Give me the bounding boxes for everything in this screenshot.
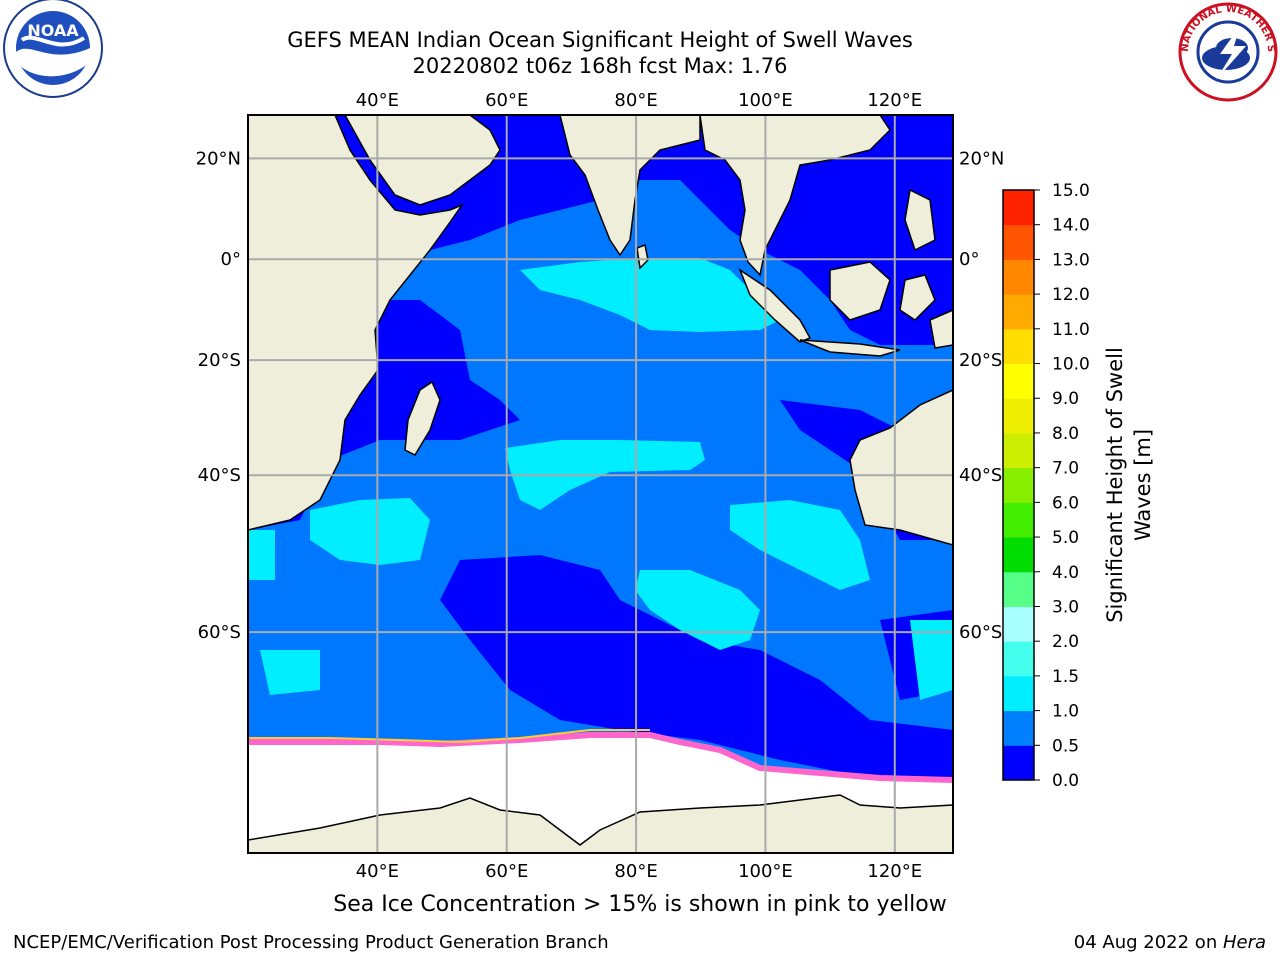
colorbar-tick-label: 10.0 <box>1052 355 1090 375</box>
colorbar-tick-label: 6.0 <box>1052 493 1079 513</box>
land-borneo <box>829 261 891 321</box>
map-title: GEFS MEAN Indian Ocean Significant Heigh… <box>287 28 913 52</box>
colorbar-tick-label: 8.0 <box>1052 424 1079 444</box>
lon-tick-label: 120°E <box>867 90 922 111</box>
land-new-guinea <box>929 309 953 349</box>
lat-tick-label: 40°S <box>959 465 1002 486</box>
colorbar-tick-label: 12.0 <box>1052 285 1090 305</box>
land-java <box>799 339 901 357</box>
colorbar-tick-label: 5.0 <box>1052 528 1079 548</box>
map-frame <box>247 114 954 854</box>
colorbar-segment <box>1003 259 1034 295</box>
nws-logo: NATIONAL WEATHER SERVICE <box>1176 2 1278 102</box>
land-arabia <box>344 115 501 206</box>
colorbar-tick-label: 15.0 <box>1052 181 1090 201</box>
lat-tick-label: 20°S <box>959 350 1002 371</box>
colorbar-tick-label: 3.0 <box>1052 597 1079 617</box>
map-area <box>248 115 953 853</box>
lat-tick-label: 60°S <box>959 622 1002 643</box>
land-philippines <box>904 188 936 252</box>
lat-tick-label: 60°S <box>198 622 241 643</box>
map-subtitle: 20220802 t06z 168h fcst Max: 1.76 <box>412 54 788 78</box>
colorbar-frame <box>1002 189 1035 781</box>
colorbar-segment <box>1003 467 1034 503</box>
colorbar-segment <box>1003 606 1034 642</box>
colorbar-tick-labels: 0.0 0.5 1.0 1.5 2.0 3.0 4.0 5.0 6.0 7.0 8.0 9.0 10.0… <box>1034 181 1090 791</box>
colorbar-tick-label: 1.5 <box>1052 667 1079 687</box>
colorbar-segment <box>1003 675 1034 712</box>
colorbar-tick-label: 13.0 <box>1052 250 1090 270</box>
swell-band-high <box>248 258 953 700</box>
land-sulawesi <box>899 274 936 321</box>
lat-tick-label: 20°N <box>196 148 241 169</box>
colorbar-label-line1: Significant Height of Swell <box>1103 347 1127 623</box>
lon-tick-label: 40°E <box>356 90 399 111</box>
lon-tick-labels-top: 40°E 60°E 80°E 100°E 120°E <box>356 90 922 111</box>
land-madagascar <box>404 380 441 456</box>
colorbar-tick-label: 11.0 <box>1052 320 1090 340</box>
sea-ice-edge <box>248 732 953 783</box>
colorbar-tick-label: 14.0 <box>1052 216 1090 236</box>
colorbar <box>1003 190 1034 781</box>
colorbar-segment <box>1003 328 1034 365</box>
lon-tick-labels-bottom: 40°E 60°E 80°E 100°E 120°E <box>356 861 922 882</box>
sea-ice-note: Sea Ice Concentration > 15% is shown in … <box>333 892 947 917</box>
colorbar-segment <box>1003 432 1034 469</box>
colorbar-segment <box>1003 710 1034 746</box>
footer-date: 04 Aug 2022 on Hera <box>1074 932 1266 953</box>
colorbar-segment <box>1003 537 1034 573</box>
colorbar-segment <box>1003 294 1034 330</box>
colorbar-tick-label: 9.0 <box>1052 389 1079 409</box>
colorbar-segment <box>1003 641 1034 677</box>
colorbar-tick-label: 0.0 <box>1052 771 1079 791</box>
land-masses <box>248 115 953 853</box>
colorbar-segment <box>1003 224 1034 260</box>
colorbar-tick-label: 7.0 <box>1052 459 1079 479</box>
lat-tick-label: 0° <box>959 249 979 270</box>
lon-tick-label: 80°E <box>614 861 657 882</box>
lon-tick-label: 40°E <box>356 861 399 882</box>
lat-tick-labels-right: 20°N 0° 20°S 40°S 60°S <box>959 148 1004 643</box>
colorbar-segment <box>1003 502 1034 538</box>
map-gridlines <box>248 115 953 853</box>
lon-tick-label: 80°E <box>614 90 657 111</box>
colorbar-tick-label: 0.5 <box>1052 736 1079 756</box>
lat-tick-label: 0° <box>221 249 241 270</box>
colorbar-segment <box>1003 398 1034 434</box>
land-antarctica <box>248 794 953 853</box>
colorbar-segment <box>1003 363 1034 399</box>
noaa-logo-text: NOAA <box>27 21 79 40</box>
lat-tick-label: 20°N <box>959 148 1004 169</box>
lon-tick-label: 120°E <box>867 861 922 882</box>
lat-tick-label: 40°S <box>198 465 241 486</box>
footer-date-text: 04 Aug 2022 on <box>1073 932 1223 953</box>
footer-host: Hera <box>1222 932 1266 953</box>
lat-tick-label: 20°S <box>198 350 241 371</box>
colorbar-segment <box>1003 571 1034 607</box>
colorbar-segment <box>1003 745 1034 781</box>
colorbar-tick-label: 4.0 <box>1052 563 1079 583</box>
footer-credit: NCEP/EMC/Verification Post Processing Pr… <box>13 932 609 953</box>
colorbar-segment <box>1003 190 1034 226</box>
noaa-logo: NOAA <box>3 0 103 98</box>
lon-tick-label: 100°E <box>738 90 793 111</box>
lon-tick-label: 60°E <box>485 861 528 882</box>
lon-tick-label: 100°E <box>738 861 793 882</box>
colorbar-label-line2: Waves [m] <box>1131 429 1155 541</box>
colorbar-tick-label: 1.0 <box>1052 702 1079 722</box>
colorbar-tick-label: 2.0 <box>1052 632 1079 652</box>
lat-tick-labels-left: 20°N 0° 20°S 40°S 60°S <box>196 148 241 643</box>
lon-tick-label: 60°E <box>485 90 528 111</box>
land-india <box>559 115 701 257</box>
